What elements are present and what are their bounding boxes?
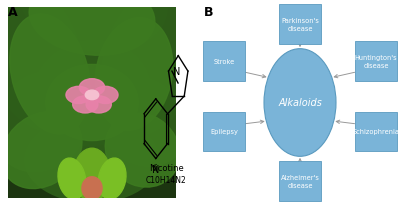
Text: Nicotine: Nicotine [149,163,183,172]
Ellipse shape [82,177,102,200]
Ellipse shape [74,149,110,201]
Ellipse shape [10,15,90,134]
Ellipse shape [17,0,167,52]
Ellipse shape [98,158,126,199]
Text: Epilepsy: Epilepsy [210,129,238,135]
Ellipse shape [33,41,151,146]
Ellipse shape [0,72,90,172]
Ellipse shape [93,87,118,104]
FancyBboxPatch shape [279,162,321,201]
Text: C10H14N2: C10H14N2 [146,175,186,184]
Text: N: N [152,165,160,175]
Ellipse shape [105,114,180,187]
Ellipse shape [98,77,187,166]
Text: Schizophrenia: Schizophrenia [352,129,400,135]
FancyBboxPatch shape [203,112,245,151]
Ellipse shape [73,96,98,114]
Ellipse shape [85,91,99,100]
Ellipse shape [95,19,173,131]
Text: A: A [8,6,18,19]
Ellipse shape [1,112,82,189]
Ellipse shape [102,0,200,135]
FancyBboxPatch shape [279,5,321,44]
Ellipse shape [29,0,155,56]
Ellipse shape [264,49,336,157]
Text: Alzheimer's
disease: Alzheimer's disease [280,174,320,188]
Ellipse shape [46,65,138,141]
Text: Huntington's
disease: Huntington's disease [355,55,397,69]
Text: Parkinson's
disease: Parkinson's disease [281,18,319,32]
FancyBboxPatch shape [203,42,245,81]
Text: Alkaloids: Alkaloids [278,98,322,108]
Ellipse shape [25,117,159,202]
Text: Stroke: Stroke [213,59,235,65]
Ellipse shape [86,96,111,114]
FancyBboxPatch shape [355,112,397,151]
Text: N: N [173,67,181,77]
Ellipse shape [66,87,91,104]
Text: B: B [204,6,214,19]
Ellipse shape [79,79,105,96]
Ellipse shape [58,158,86,199]
Ellipse shape [0,0,85,132]
FancyBboxPatch shape [355,42,397,81]
